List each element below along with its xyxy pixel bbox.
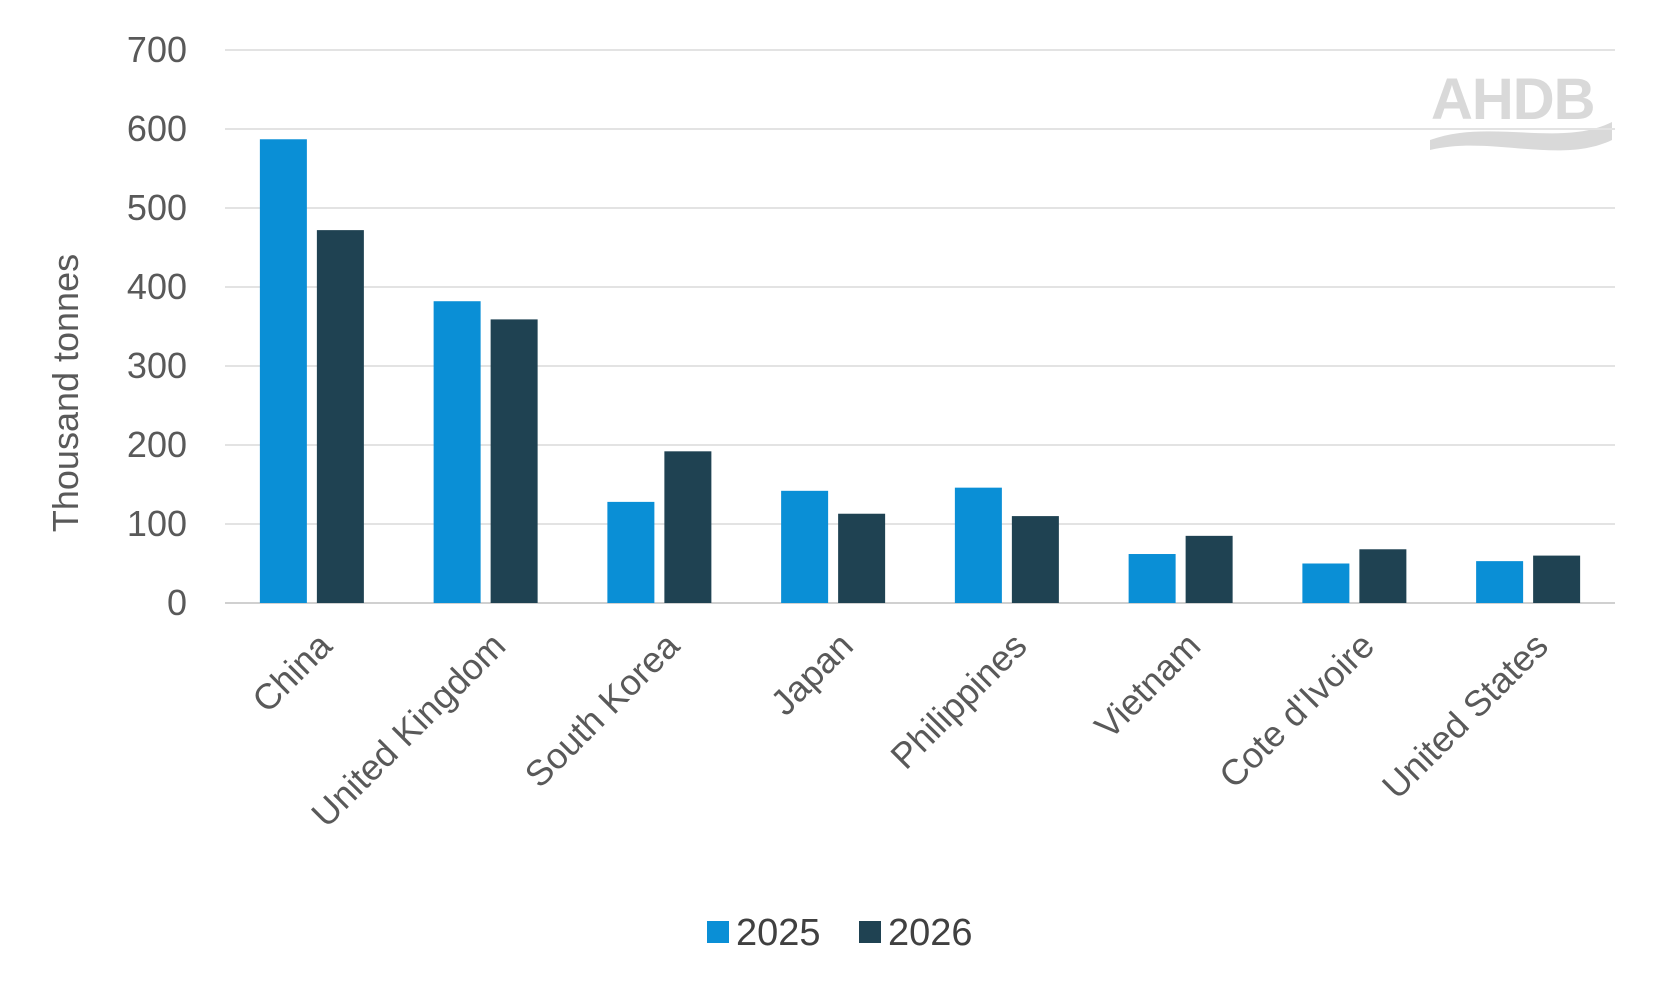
y-tick-label: 700 bbox=[127, 29, 187, 70]
x-tick-label: Japan bbox=[762, 625, 860, 723]
bar-2025 bbox=[259, 139, 307, 603]
bar-2025 bbox=[781, 490, 829, 603]
bar-2026 bbox=[1185, 535, 1233, 603]
y-tick-label: 500 bbox=[127, 187, 187, 228]
y-tick-label: 0 bbox=[167, 582, 187, 623]
logo-text: AHDB bbox=[1431, 67, 1595, 132]
y-tick-label: 200 bbox=[127, 424, 187, 465]
logo-wave bbox=[1430, 122, 1612, 151]
y-tick-label: 400 bbox=[127, 266, 187, 307]
bar-2026 bbox=[490, 319, 538, 603]
y-tick-label: 100 bbox=[127, 503, 187, 544]
x-tick-label: Cote d'Ivoire bbox=[1211, 625, 1382, 796]
bars bbox=[259, 139, 1581, 603]
bar-2025 bbox=[954, 487, 1002, 603]
x-tick-label: United States bbox=[1374, 625, 1556, 807]
bar-2025 bbox=[1476, 561, 1524, 603]
x-tick-label: Vietnam bbox=[1086, 625, 1208, 747]
bar-2026 bbox=[838, 513, 886, 603]
x-tick-label: Philippines bbox=[882, 625, 1034, 777]
y-tick-label: 300 bbox=[127, 345, 187, 386]
y-axis-ticks: 0 100 200 300 400 500 600 700 bbox=[127, 29, 187, 623]
bar-2026 bbox=[316, 230, 364, 603]
legend-swatch bbox=[859, 921, 881, 943]
bar-2026 bbox=[1011, 516, 1059, 603]
legend: 2025 2026 bbox=[707, 912, 973, 954]
bar-2026 bbox=[1359, 549, 1407, 603]
legend-label: 2026 bbox=[888, 912, 973, 954]
bar-2026 bbox=[1533, 555, 1581, 603]
x-tick-label: South Korea bbox=[517, 624, 688, 795]
y-tick-label: 600 bbox=[127, 108, 187, 149]
bar-2025 bbox=[1128, 554, 1176, 603]
y-axis-title: Thousand tonnes bbox=[45, 254, 86, 532]
ahdb-logo: AHDB bbox=[1430, 67, 1612, 151]
legend-swatch bbox=[707, 921, 729, 943]
bar-2026 bbox=[664, 451, 712, 603]
bar-2025 bbox=[607, 501, 655, 603]
bar-2025 bbox=[1302, 563, 1350, 603]
bar-2025 bbox=[433, 301, 481, 603]
gridlines bbox=[225, 49, 1615, 604]
x-tick-label: China bbox=[244, 624, 340, 720]
legend-label: 2025 bbox=[736, 912, 821, 954]
